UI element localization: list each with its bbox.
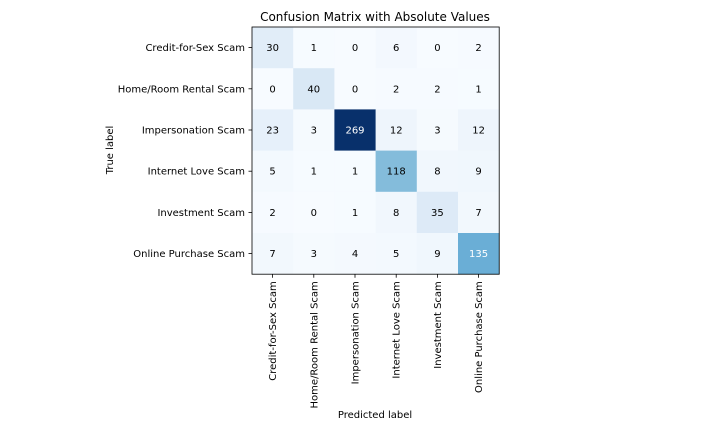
- cell-value-label: 2: [393, 84, 399, 95]
- heatmap-cell: [334, 68, 376, 110]
- plot-frame: [251, 26, 500, 275]
- cell-value-label: 3: [311, 126, 317, 137]
- cell-value-label: 0: [434, 43, 440, 54]
- cell-value-label: 2: [475, 43, 481, 54]
- heatmap-cell: [252, 68, 294, 110]
- cell-value-label: 0: [311, 208, 317, 219]
- cell-value-label: 5: [269, 167, 275, 178]
- y-tick-label: Internet Love Scam: [148, 167, 245, 178]
- x-tick-label: Online Purchase Scam: [474, 281, 485, 393]
- x-tick-label: Credit-for-Sex Scam: [268, 281, 279, 381]
- heatmap-cell: [334, 150, 376, 193]
- y-tick-label: Credit-for-Sex Scam: [145, 43, 245, 54]
- cell-value-label: 1: [352, 167, 358, 178]
- cell-value-label: 0: [352, 43, 358, 54]
- heatmap-cell: [334, 27, 376, 69]
- heatmap-cell: [416, 109, 459, 151]
- heatmap-cell: [375, 150, 418, 193]
- cell-value-label: 269: [345, 126, 364, 137]
- cell-value-label: 23: [266, 126, 279, 137]
- heatmap-cell: [252, 150, 294, 193]
- cell-value-label: 8: [434, 167, 440, 178]
- y-tick-label: Online Purchase Scam: [133, 249, 245, 260]
- cell-value-label: 1: [352, 208, 358, 219]
- cell-value-label: 1: [311, 43, 317, 54]
- chart-title: Confusion Matrix with Absolute Values: [260, 10, 490, 24]
- heatmap-cell-labels: 30 1 0 6 0 20 40 0 2 2 123 3 269 12 3 125 1 1 118 8 92 0 1 8 35 7…: [266, 43, 488, 260]
- cell-value-label: 30: [266, 43, 279, 54]
- heatmap-cell: [293, 150, 335, 193]
- cell-value-label: 12: [472, 126, 485, 137]
- cell-value-label: 4: [352, 249, 358, 260]
- cell-value-label: 12: [390, 126, 403, 137]
- y-tick-label: Home/Room Rental Scam: [118, 84, 245, 95]
- heatmap-cell: [293, 109, 335, 151]
- x-axis-label: Predicted label: [338, 410, 412, 421]
- cell-value-label: 2: [434, 84, 440, 95]
- y-axis-ticks: Credit-for-Sex Scam Home/Room Rental Scam…: [118, 43, 252, 260]
- x-tick-label: Investment Scam: [433, 281, 444, 369]
- cell-value-label: 135: [469, 249, 488, 260]
- heatmap-cell: [375, 109, 418, 151]
- heatmap-cell: [416, 68, 459, 110]
- x-tick-label: Internet Love Scam: [392, 281, 403, 378]
- x-tick-label: Home/Room Rental Scam: [309, 281, 320, 408]
- cell-value-label: 40: [307, 84, 320, 95]
- heatmap-cell: [293, 191, 335, 234]
- cell-value-label: 2: [269, 208, 275, 219]
- x-tick-label: Impersonation Scam: [351, 281, 362, 384]
- heatmap-cells: [252, 27, 500, 275]
- heatmap-cell: [252, 233, 294, 275]
- heatmap-cell: [458, 150, 500, 193]
- cell-value-label: 35: [431, 208, 444, 219]
- heatmap-cell: [252, 191, 294, 234]
- cell-value-label: 7: [269, 249, 275, 260]
- heatmap-cell: [375, 27, 418, 69]
- heatmap-cell: [252, 27, 294, 69]
- heatmap-cell: [416, 27, 459, 69]
- heatmap-cell: [375, 233, 418, 275]
- heatmap-cell: [416, 191, 459, 234]
- heatmap-cell: [458, 233, 500, 275]
- y-tick-label: Impersonation Scam: [142, 126, 245, 137]
- heatmap-cell: [416, 233, 459, 275]
- heatmap-cell: [334, 233, 376, 275]
- heatmap-cell: [458, 68, 500, 110]
- cell-value-label: 6: [393, 43, 399, 54]
- heatmap-cell: [334, 191, 376, 234]
- cell-value-label: 5: [393, 249, 399, 260]
- x-axis-ticks: Credit-for-Sex Scam Home/Room Rental Scam…: [268, 274, 485, 408]
- heatmap-cell: [458, 191, 500, 234]
- cell-value-label: 1: [475, 84, 481, 95]
- heatmap-cell: [252, 109, 294, 151]
- heatmap-cell: [293, 233, 335, 275]
- heatmap-cell: [458, 27, 500, 69]
- heatmap-cell: [293, 68, 335, 110]
- cell-value-label: 0: [269, 84, 275, 95]
- cell-value-label: 9: [475, 167, 481, 178]
- cell-value-label: 8: [393, 208, 399, 219]
- cell-value-label: 9: [434, 249, 440, 260]
- y-tick-label: Investment Scam: [157, 208, 245, 219]
- heatmap-cell: [334, 109, 376, 151]
- y-axis-label: True label: [105, 126, 116, 176]
- heatmap-cell: [416, 150, 459, 193]
- cell-value-label: 0: [352, 84, 358, 95]
- cell-value-label: 7: [475, 208, 481, 219]
- cell-value-label: 3: [311, 249, 317, 260]
- cell-value-label: 118: [387, 167, 406, 178]
- cell-value-label: 1: [311, 167, 317, 178]
- cell-value-label: 3: [434, 126, 440, 137]
- heatmap-cell: [375, 191, 418, 234]
- heatmap-cell: [293, 27, 335, 69]
- heatmap-cell: [458, 109, 500, 151]
- heatmap-cell: [375, 68, 418, 110]
